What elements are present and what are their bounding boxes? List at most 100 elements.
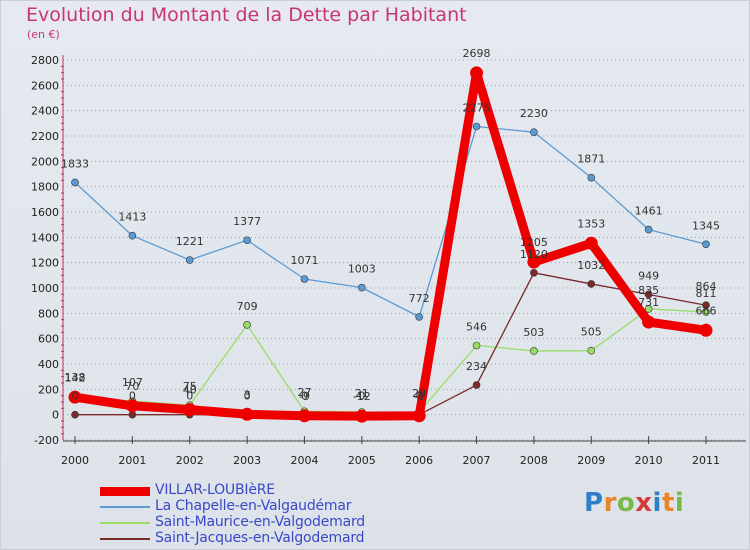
data-label: 772	[409, 292, 430, 305]
data-label: 138	[65, 371, 86, 384]
legend-label: Saint-Maurice-en-Valgodemard	[155, 514, 365, 530]
series-point-1	[243, 236, 251, 245]
data-label: 1003	[348, 263, 376, 276]
legend-swatch	[100, 486, 150, 496]
legend-swatch	[100, 538, 150, 540]
data-label: 0	[244, 390, 251, 403]
data-label: 40	[183, 384, 197, 397]
data-label: 1461	[635, 205, 663, 218]
data-label: 546	[466, 321, 487, 334]
data-label: 2230	[520, 107, 548, 120]
y-tick-label: 2400	[31, 105, 59, 118]
data-label: 0	[416, 390, 423, 403]
data-label: 0	[301, 390, 308, 403]
y-tick-label: -200	[34, 434, 59, 447]
x-tick-label: 2006	[405, 454, 433, 467]
series-point-1	[415, 313, 423, 321]
x-tick-label: 2000	[61, 454, 89, 467]
chart-unit: (en €)	[27, 28, 60, 41]
data-label: 1205	[520, 236, 548, 249]
data-label: 0	[72, 390, 79, 403]
data-label: 835	[638, 284, 659, 297]
data-label: 21	[355, 387, 369, 400]
data-label: 2275	[463, 102, 491, 115]
x-tick-label: 2008	[520, 454, 548, 467]
data-label: -9	[299, 390, 310, 403]
data-label: 1833	[61, 157, 89, 170]
series-point-1	[300, 275, 309, 283]
x-tick-label: 2007	[463, 454, 491, 467]
logo-letter: t	[661, 488, 675, 518]
y-tick-label: 1800	[31, 181, 59, 194]
series-point-0	[699, 323, 713, 337]
series-point-0	[527, 255, 541, 269]
series-point-1	[128, 231, 137, 240]
legend-label: Saint-Jacques-en-Valgodemard	[155, 530, 365, 546]
data-label: 0	[358, 390, 365, 403]
y-tick-label: 1400	[31, 231, 59, 244]
logo-letter: i	[674, 488, 685, 518]
series-line-0	[70, 68, 711, 421]
logo-letter: o	[616, 488, 636, 518]
data-label: 864	[696, 280, 717, 293]
series-point-1	[472, 122, 481, 131]
data-label: 107	[122, 376, 143, 389]
data-labels: 138 70 40 3 -9 -12 -9 2698 1205 1353 731 666 1833 141…	[61, 47, 720, 403]
data-label: 1413	[118, 211, 146, 224]
data-label: 503	[523, 326, 544, 339]
y-tick-label: 2000	[31, 155, 59, 168]
y-tick-label: 1200	[31, 257, 59, 270]
data-label: 1871	[577, 153, 605, 166]
series-point-3	[530, 268, 538, 277]
data-label: 142	[65, 372, 86, 385]
data-label: 709	[237, 300, 258, 313]
y-tick-label: 2800	[31, 54, 59, 67]
data-label: 1120	[520, 248, 548, 261]
data-label: 3	[244, 388, 251, 401]
x-tick-label: 2005	[348, 454, 376, 467]
legend-label: VILLAR-LOUBIèRE	[155, 482, 275, 498]
series	[68, 66, 713, 423]
series-point-2	[587, 346, 596, 355]
series-point-2	[243, 321, 251, 329]
series-point-0	[297, 409, 311, 423]
data-label: 949	[638, 269, 659, 282]
data-label: 1071	[290, 254, 318, 267]
series-point-3	[71, 410, 79, 419]
series-point-0	[355, 409, 369, 423]
series-line-2	[74, 308, 707, 413]
series-point-0	[68, 390, 82, 404]
x-tick-label: 2009	[577, 454, 605, 467]
y-tick-label: 400	[38, 358, 59, 371]
series-point-0	[584, 236, 598, 250]
y-tick-label: 0	[52, 409, 59, 422]
legend-label: La Chapelle-en-Valgaudémar	[155, 498, 352, 514]
data-label: 666	[696, 304, 717, 317]
y-tick-label: 800	[38, 307, 59, 320]
data-label: 1345	[692, 219, 720, 232]
series-point-2	[644, 305, 653, 313]
series-point-0	[470, 66, 484, 80]
legend-swatch	[100, 506, 150, 508]
series-point-3	[472, 381, 481, 389]
logo-letter: i	[652, 488, 662, 518]
data-label: 1353	[577, 217, 605, 230]
data-label: -9	[414, 390, 425, 403]
x-tick-label: 2001	[118, 454, 146, 467]
data-label: 1221	[176, 235, 204, 248]
y-tick-label: 2200	[31, 130, 59, 143]
data-label: 27	[297, 386, 311, 399]
series-point-0	[412, 409, 426, 423]
series-point-1	[185, 256, 194, 264]
x-tick-label: 2002	[176, 454, 204, 467]
data-label: 811	[696, 287, 717, 300]
series-point-2	[472, 341, 481, 350]
y-tick-label: 2600	[31, 79, 59, 92]
x-tick-label: 2003	[233, 454, 261, 467]
legend-swatch	[100, 522, 150, 524]
y-tick-label: 600	[38, 333, 59, 346]
proxiti-logo: Proxiti	[584, 488, 684, 518]
series-point-2	[530, 347, 538, 355]
series-point-0	[642, 315, 656, 329]
